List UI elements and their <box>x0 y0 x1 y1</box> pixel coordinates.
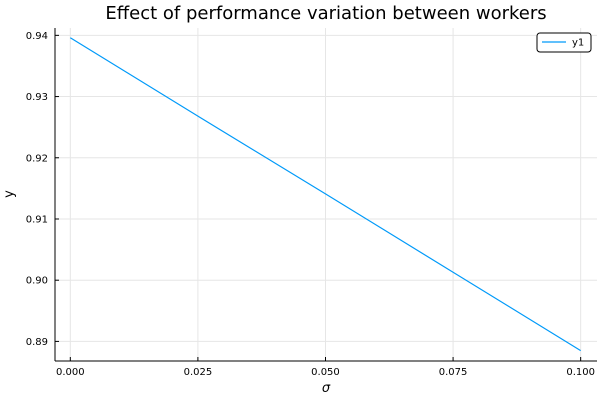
x-tick-label: 0.025 <box>184 367 213 378</box>
y-axis-label: y <box>2 190 17 198</box>
y-ticks: 0.89 0.90 0.91 0.92 0.93 0.94 <box>26 31 59 348</box>
x-tick-label: 0.100 <box>566 367 595 378</box>
y-tick-label: 0.93 <box>26 92 48 103</box>
x-tick-label: 0.075 <box>439 367 468 378</box>
series-line-y1 <box>69 37 581 352</box>
chart-title: Effect of performance variation between … <box>105 3 546 24</box>
grid <box>55 28 597 361</box>
x-tick-label: 0.000 <box>56 367 85 378</box>
y-tick-label: 0.91 <box>26 214 48 225</box>
y-tick-label: 0.89 <box>26 337 48 348</box>
y-tick-label: 0.94 <box>26 31 48 42</box>
x-axis-label: σ <box>322 381 331 396</box>
x-tick-label: 0.050 <box>311 367 340 378</box>
y-tick-label: 0.90 <box>26 276 48 287</box>
legend-label-y1: y1 <box>572 38 584 49</box>
series <box>69 37 581 352</box>
y-tick-label: 0.92 <box>26 153 48 164</box>
x-ticks: 0.000 0.025 0.050 0.075 0.100 <box>56 357 595 378</box>
legend: y1 <box>536 32 592 53</box>
axes <box>54 28 597 362</box>
